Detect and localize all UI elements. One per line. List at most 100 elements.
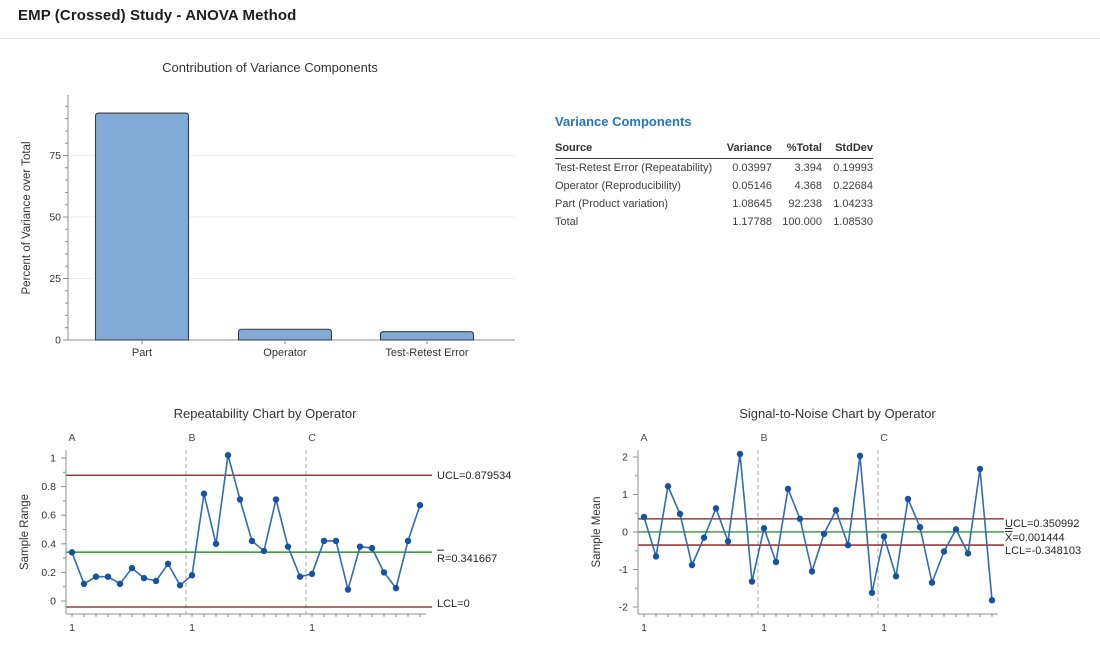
data-point [380,569,388,576]
data-point [128,564,136,572]
repeatability-plot: 00.20.40.60.81A1B1C1UCL=0.879534R=0.3416… [19,432,511,634]
cell-total: 3.394 [794,162,822,174]
x-tick-label: 1 [69,622,75,634]
bar-chart-title: Contribution of Variance Components [162,60,378,75]
x-tick-label: 1 [189,622,195,634]
x-tick-label: 1 [641,622,647,634]
data-point [368,544,376,552]
cell-stddev: 0.19993 [833,162,873,174]
data-point [676,510,684,518]
data-point [68,549,76,556]
cell-variance: 0.05146 [732,180,772,192]
data-point [748,578,756,585]
cell-stddev: 1.08530 [833,216,873,228]
y-tick-label: 0.4 [41,538,56,550]
data-point [736,450,744,458]
cell-total: 4.368 [794,180,822,192]
data-point [808,568,816,575]
table-row: Part (Product variation) 1.08645 92.238 1.0… [555,195,873,213]
data-point [164,560,172,568]
table-header-row: Source Variance %Total StdDev [555,140,873,159]
data-point [952,526,960,533]
data-point [772,558,780,566]
data-point [868,589,876,596]
cell-source: Operator (Reproducibility) [555,180,681,192]
x-tick-label: 1 [881,622,887,634]
operator-label-c: C [308,432,316,444]
cell-variance: 1.17788 [732,216,772,228]
data-point [892,573,900,580]
data-point [176,582,184,589]
operator-label-b: B [188,432,195,444]
table-row: Test-Retest Error (Repeatability) 0.03997… [555,159,873,178]
series-line [643,453,993,601]
data-point [940,548,948,555]
data-point [652,553,660,560]
y-tick-label: 0 [55,335,61,347]
table-row: Operator (Reproducibility) 0.05146 4.368 0.… [555,177,873,195]
data-point [356,543,364,550]
data-point [104,573,112,580]
data-point [92,573,100,580]
y-tick-label: -2 [619,602,628,614]
signal-to-noise-chart-title: Signal-to-Noise Chart by Operator [739,406,936,421]
data-point [832,507,840,514]
cell-variance: 0.03997 [732,162,772,174]
data-point [416,501,424,509]
cell-total: 92.238 [788,198,822,210]
data-point [988,597,996,604]
y-tick-label: 1 [50,453,56,465]
data-point [248,537,256,545]
bar-part [94,112,190,341]
data-point [916,523,924,531]
data-point [760,525,768,532]
y-tick-label: 25 [49,273,61,285]
bar-test-retest-error [379,331,475,341]
x-tick-label: 1 [761,622,767,634]
data-point [964,550,972,557]
repeatability-chart-title: Repeatability Chart by Operator [173,406,357,421]
data-point [140,574,148,582]
data-point [664,483,672,490]
repeatability-control-chart: 00.20.40.60.81A1B1C1UCL=0.879534R=0.3416… [19,432,511,634]
data-point [80,580,88,588]
data-point [404,537,412,545]
x-category-label: Operator [263,347,307,359]
data-point [844,541,852,549]
data-point [212,540,220,547]
signal_to_noise-plot: -2 -1 0 1 2A 1 B 1 C 1 UCL=0.350992 X=0.001444LCL=-… [591,432,1081,634]
data-point [724,538,732,545]
divider [0,38,1100,39]
operator-label-c: C [880,432,888,444]
column-header-variance: Variance [720,140,772,159]
section-heading: Variance Components [555,114,692,129]
data-point [332,537,340,545]
data-point [116,580,124,588]
data-point [296,573,304,580]
data-point [688,561,696,569]
cell-source: Total [555,216,579,228]
cell-stddev: 0.22684 [833,180,873,192]
variance-table-head: Source Variance %Total StdDev [555,140,873,159]
data-point [320,537,328,545]
column-header-total: %Total [772,140,822,159]
y-axis-title: Sample Mean [591,497,603,568]
y-tick-label: 1 [622,489,628,501]
cell-variance: 1.08645 [732,198,772,210]
bar-operator [237,328,333,341]
data-point [236,496,244,503]
y-tick-label: 2 [622,452,628,464]
operator-label-b: B [760,432,767,444]
y-tick-label: 50 [49,212,61,224]
y-tick-label: 0 [50,596,56,608]
data-point [152,577,160,585]
data-point [392,584,400,592]
data-point [904,495,912,503]
contribution-bar-chart: 0 25 50 75 Part Operator Test-Retest Error Perc… [21,95,515,359]
y-tick-label: 0 [622,527,628,539]
column-header-stddev: StdDev [822,140,873,159]
cell-stddev: 1.04233 [833,198,873,210]
x-tick-label: 1 [309,622,315,634]
data-point [272,496,280,503]
